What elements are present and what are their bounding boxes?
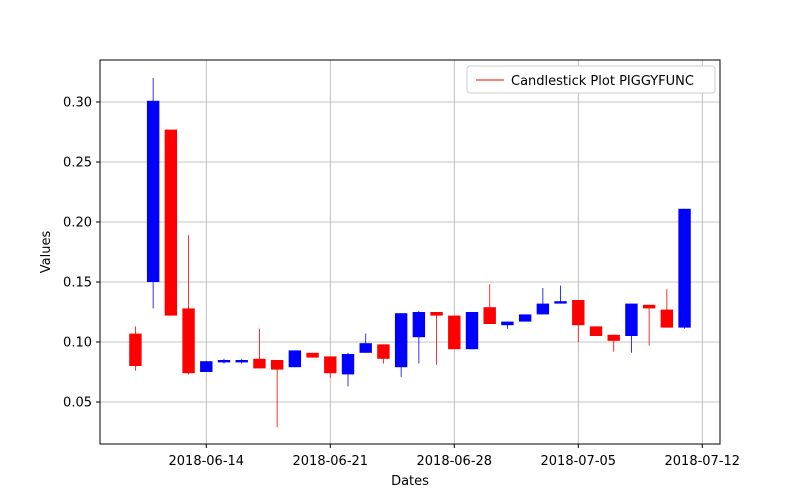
candle-body [235, 360, 248, 363]
candle-body [483, 307, 496, 324]
candle-body [607, 334, 620, 341]
y-tick-label: 0.10 [63, 336, 92, 351]
candle-body [394, 313, 408, 368]
candle-body [146, 100, 160, 282]
candle-body [678, 208, 691, 328]
x-tick-label: 2018-06-14 [169, 454, 245, 469]
legend-box [466, 65, 716, 94]
candle-body [377, 344, 390, 359]
candle-body [164, 129, 178, 316]
candle-body [129, 333, 142, 366]
candle-body [572, 300, 585, 326]
candle-body [625, 303, 638, 336]
candle-body [660, 309, 674, 328]
candle-body [306, 352, 319, 358]
candle-body [589, 326, 603, 336]
y-tick-label: 0.15 [63, 276, 92, 291]
x-tick-label: 2018-06-28 [417, 454, 493, 469]
candle-body [288, 350, 302, 368]
candle-body [501, 321, 514, 326]
candle-body [465, 312, 479, 350]
candle-body [359, 343, 372, 353]
candle-body [324, 356, 337, 374]
x-tick-label: 2018-07-05 [541, 454, 617, 469]
candle-body [270, 360, 284, 370]
candle-body [536, 303, 550, 315]
candles [129, 78, 691, 428]
candle-body [217, 360, 231, 363]
axis-ticks: 2018-06-14 2018-06-21 2018-06-28 2018-07-05… [63, 96, 740, 470]
candle-body [642, 304, 656, 309]
y-tick-label: 0.25 [63, 156, 92, 171]
candle-body [518, 314, 532, 322]
y-axis-label: Values [39, 231, 54, 274]
candle-body [182, 308, 195, 374]
candle-body [430, 312, 443, 316]
y-tick-label: 0.20 [63, 216, 92, 231]
x-tick-label: 2018-07-12 [665, 454, 741, 469]
candle-body [448, 315, 461, 350]
legend: Candlestick Plot PIGGYFUNC [466, 65, 716, 94]
candle-body [200, 361, 213, 372]
legend-label: Candlestick Plot PIGGYFUNC [511, 74, 694, 89]
x-axis-label: Dates [391, 474, 429, 489]
candle-body [412, 312, 426, 338]
plot-area-frame [99, 59, 721, 445]
grid-lines [100, 60, 720, 444]
candle-body [554, 301, 567, 304]
candle-body [253, 358, 266, 369]
candle-body [341, 354, 355, 375]
x-tick-label: 2018-06-21 [293, 454, 369, 469]
y-tick-label: 0.05 [63, 396, 92, 411]
y-tick-label: 0.30 [63, 96, 92, 111]
